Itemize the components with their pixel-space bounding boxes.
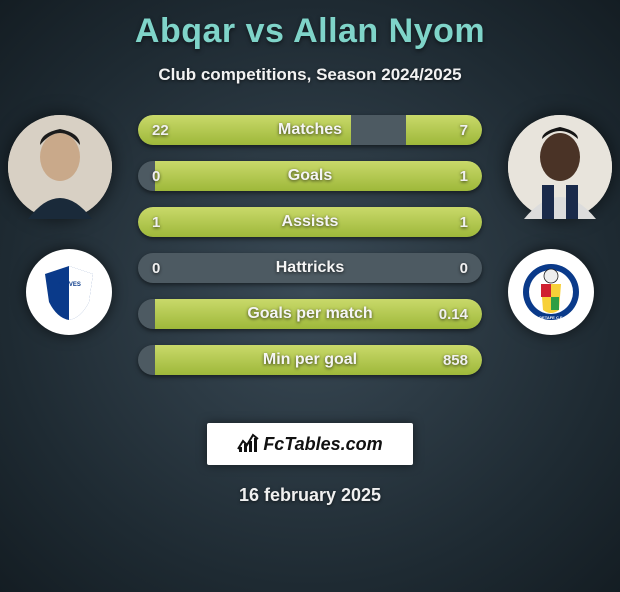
stat-row: 00Hattricks — [138, 253, 482, 283]
stat-label: Goals — [138, 161, 482, 191]
stat-label: Min per goal — [138, 345, 482, 375]
svg-text:GETAFE C.F.: GETAFE C.F. — [539, 315, 563, 320]
player-left-avatar — [8, 115, 112, 219]
stat-row: 0.14Goals per match — [138, 299, 482, 329]
stat-row: 11Assists — [138, 207, 482, 237]
player-left-club-badge: ALAVES — [26, 249, 112, 335]
stat-label: Hattricks — [138, 253, 482, 283]
stat-row: 227Matches — [138, 115, 482, 145]
stat-row: 01Goals — [138, 161, 482, 191]
stat-label: Assists — [138, 207, 482, 237]
stat-label: Matches — [138, 115, 482, 145]
page-subtitle: Club competitions, Season 2024/2025 — [0, 65, 620, 85]
brand-badge: FcTables.com — [207, 423, 413, 465]
brand-text: FcTables.com — [263, 434, 382, 455]
stat-bars-container: 227Matches 01Goals 11Assists 00Hattricks 0.1… — [138, 115, 482, 391]
chart-icon — [237, 431, 259, 458]
page-title: Abqar vs Allan Nyom — [0, 12, 620, 51]
stat-row: 858Min per goal — [138, 345, 482, 375]
player-right-club-badge: GETAFE C.F. — [508, 249, 594, 335]
date-text: 16 february 2025 — [0, 485, 620, 506]
comparison-region: ALAVES GETAFE C.F. 227Matches 01Goals 11As… — [0, 115, 620, 405]
svg-text:ALAVES: ALAVES — [57, 282, 81, 288]
player-right-avatar — [508, 115, 612, 219]
stat-label: Goals per match — [138, 299, 482, 329]
